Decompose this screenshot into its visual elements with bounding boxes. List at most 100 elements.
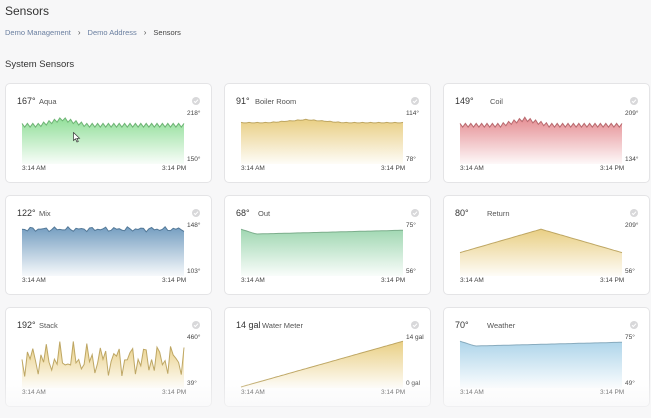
max-label: 209° bbox=[625, 222, 639, 229]
min-label: 150° bbox=[187, 156, 201, 163]
end-time-label: 3:14 PM bbox=[381, 389, 406, 396]
sensor-card-coil[interactable]: 149° Coil 209° 134° 3:14 AM 3:14 PM bbox=[443, 83, 650, 183]
sensor-chart bbox=[459, 228, 623, 276]
check-icon bbox=[192, 97, 200, 105]
chart-area bbox=[241, 229, 403, 276]
chart-area bbox=[241, 119, 403, 164]
start-time-label: 3:14 AM bbox=[460, 389, 484, 396]
max-label: 75° bbox=[406, 222, 416, 229]
sensor-chart bbox=[21, 225, 185, 276]
sensor-value: 192° bbox=[17, 320, 36, 330]
min-label: 0 gal bbox=[406, 380, 421, 387]
sensor-card-boiler-room[interactable]: 91° Boiler Room 114° 78° 3:14 AM 3:14 PM bbox=[224, 83, 431, 183]
sensor-card-aqua[interactable]: 167° Aqua 218° 150° 3:14 AM 3:14 PM bbox=[5, 83, 212, 183]
chart-area bbox=[460, 117, 622, 164]
sensor-name: Aqua bbox=[39, 97, 57, 106]
chevron-right-icon: › bbox=[77, 28, 81, 37]
max-label: 114° bbox=[406, 110, 419, 117]
chart-line bbox=[240, 118, 404, 124]
sensor-card-return[interactable]: 80° Return 209° 56° 3:14 AM 3:14 PM bbox=[443, 195, 650, 295]
min-label: 78° bbox=[406, 156, 416, 163]
sensor-name: Water Meter bbox=[262, 321, 303, 330]
breadcrumb: Demo Management › Demo Address › Sensors bbox=[5, 28, 181, 37]
chart-line bbox=[21, 225, 185, 233]
end-time-label: 3:14 PM bbox=[600, 389, 625, 396]
sensor-card-water-meter[interactable]: 14 gal Water Meter 14 gal 0 gal 3:14 AM … bbox=[224, 307, 431, 407]
start-time-label: 3:14 AM bbox=[241, 165, 265, 172]
check-icon bbox=[411, 209, 419, 217]
end-time-label: 3:14 PM bbox=[600, 277, 625, 284]
min-label: 134° bbox=[625, 156, 639, 163]
sensor-card-stack[interactable]: 192° Stack 460° 39° 3:14 AM 3:14 PM bbox=[5, 307, 212, 407]
sensor-value: 70° bbox=[455, 320, 469, 330]
sensor-name: Boiler Room bbox=[255, 97, 297, 106]
end-time-label: 3:14 PM bbox=[162, 277, 187, 284]
chart-area bbox=[22, 117, 184, 164]
check-icon bbox=[630, 321, 638, 329]
sensor-value: 122° bbox=[17, 208, 36, 218]
sensor-chart bbox=[459, 116, 623, 164]
sensor-name: Coil bbox=[490, 97, 503, 106]
page-title: Sensors bbox=[5, 4, 50, 18]
sensor-name: Weather bbox=[487, 321, 516, 330]
sensor-card-mix[interactable]: 122° Mix 148° 103° 3:14 AM 3:14 PM bbox=[5, 195, 212, 295]
breadcrumb-current: Sensors bbox=[153, 28, 181, 37]
min-label: 56° bbox=[625, 268, 635, 275]
start-time-label: 3:14 AM bbox=[22, 389, 46, 396]
sensor-value: 68° bbox=[236, 208, 250, 218]
end-time-label: 3:14 PM bbox=[162, 165, 187, 172]
breadcrumb-demo-address[interactable]: Demo Address bbox=[87, 28, 137, 37]
check-icon bbox=[411, 97, 419, 105]
start-time-label: 3:14 AM bbox=[460, 277, 484, 284]
check-icon bbox=[192, 209, 200, 217]
chart-area bbox=[460, 341, 622, 388]
max-label: 14 gal bbox=[406, 334, 424, 341]
chart-area bbox=[460, 229, 622, 276]
chart-line bbox=[240, 228, 404, 235]
check-icon bbox=[411, 321, 419, 329]
end-time-label: 3:14 PM bbox=[381, 277, 406, 284]
sensor-chart bbox=[21, 341, 185, 388]
min-label: 56° bbox=[406, 268, 416, 275]
start-time-label: 3:14 AM bbox=[22, 165, 46, 172]
chart-line bbox=[21, 341, 185, 377]
end-time-label: 3:14 PM bbox=[381, 165, 406, 172]
max-label: 218° bbox=[187, 110, 201, 117]
chart-line bbox=[459, 116, 623, 128]
check-icon bbox=[630, 209, 638, 217]
max-label: 460° bbox=[187, 334, 201, 341]
sensor-chart bbox=[459, 340, 623, 388]
sensor-name: Out bbox=[258, 209, 271, 218]
chart-area bbox=[22, 341, 184, 388]
max-label: 75° bbox=[625, 334, 635, 341]
min-label: 103° bbox=[187, 268, 201, 275]
sensor-value: 149° bbox=[455, 96, 474, 106]
sensor-card-out[interactable]: 68° Out 75° 56° 3:14 AM 3:14 PM bbox=[224, 195, 431, 295]
end-time-label: 3:14 PM bbox=[162, 389, 187, 396]
chart-line bbox=[21, 117, 185, 128]
sensor-value: 14 gal bbox=[236, 320, 261, 330]
sensor-card-weather[interactable]: 70° Weather 75° 49° 3:14 AM 3:14 PM bbox=[443, 307, 650, 407]
start-time-label: 3:14 AM bbox=[241, 277, 265, 284]
sensor-value: 91° bbox=[236, 96, 250, 106]
check-icon bbox=[192, 321, 200, 329]
sensor-chart bbox=[21, 117, 185, 164]
min-label: 49° bbox=[625, 380, 635, 387]
chart-line bbox=[459, 340, 623, 347]
sensor-name: Return bbox=[487, 209, 510, 218]
start-time-label: 3:14 AM bbox=[460, 165, 484, 172]
sensor-chart bbox=[240, 340, 404, 388]
max-label: 148° bbox=[187, 222, 201, 229]
chart-area bbox=[22, 226, 184, 276]
breadcrumb-demo-management[interactable]: Demo Management bbox=[5, 28, 71, 37]
sensor-chart bbox=[240, 228, 404, 276]
chart-line bbox=[459, 228, 623, 254]
mouse-cursor-icon bbox=[73, 132, 81, 143]
start-time-label: 3:14 AM bbox=[22, 277, 46, 284]
section-title: System Sensors bbox=[5, 59, 75, 70]
sensor-value: 80° bbox=[455, 208, 469, 218]
end-time-label: 3:14 PM bbox=[600, 165, 625, 172]
min-label: 39° bbox=[187, 380, 197, 387]
sensor-value: 167° bbox=[17, 96, 36, 106]
max-label: 209° bbox=[625, 110, 639, 117]
